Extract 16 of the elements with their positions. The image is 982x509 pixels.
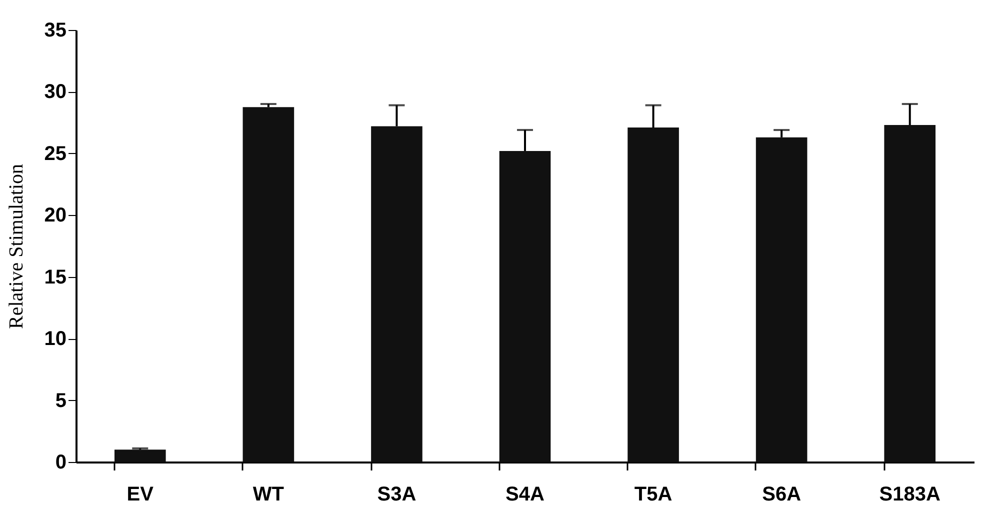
x-tick-label: T5A [634, 484, 672, 506]
y-tick-label: 15 [44, 266, 66, 288]
x-tick-label: S4A [506, 484, 544, 506]
x-tick-label: WT [252, 484, 284, 506]
y-tick-label: 20 [44, 204, 66, 227]
x-tick-label: S6A [762, 484, 802, 506]
y-tick-label: 25 [44, 142, 66, 165]
y-tick-label: 10 [44, 328, 66, 350]
y-axis-title: Relative Stimulation [5, 164, 28, 329]
y-tick-label: 35 [44, 20, 66, 42]
y-tick-label: 5 [55, 390, 66, 412]
x-tick-label: S3A [377, 484, 416, 506]
x-tick-label: S183A [879, 484, 940, 506]
y-tick-label: 30 [44, 81, 66, 104]
x-tick-label: EV [126, 484, 154, 506]
y-tick-label: 0 [55, 452, 66, 474]
